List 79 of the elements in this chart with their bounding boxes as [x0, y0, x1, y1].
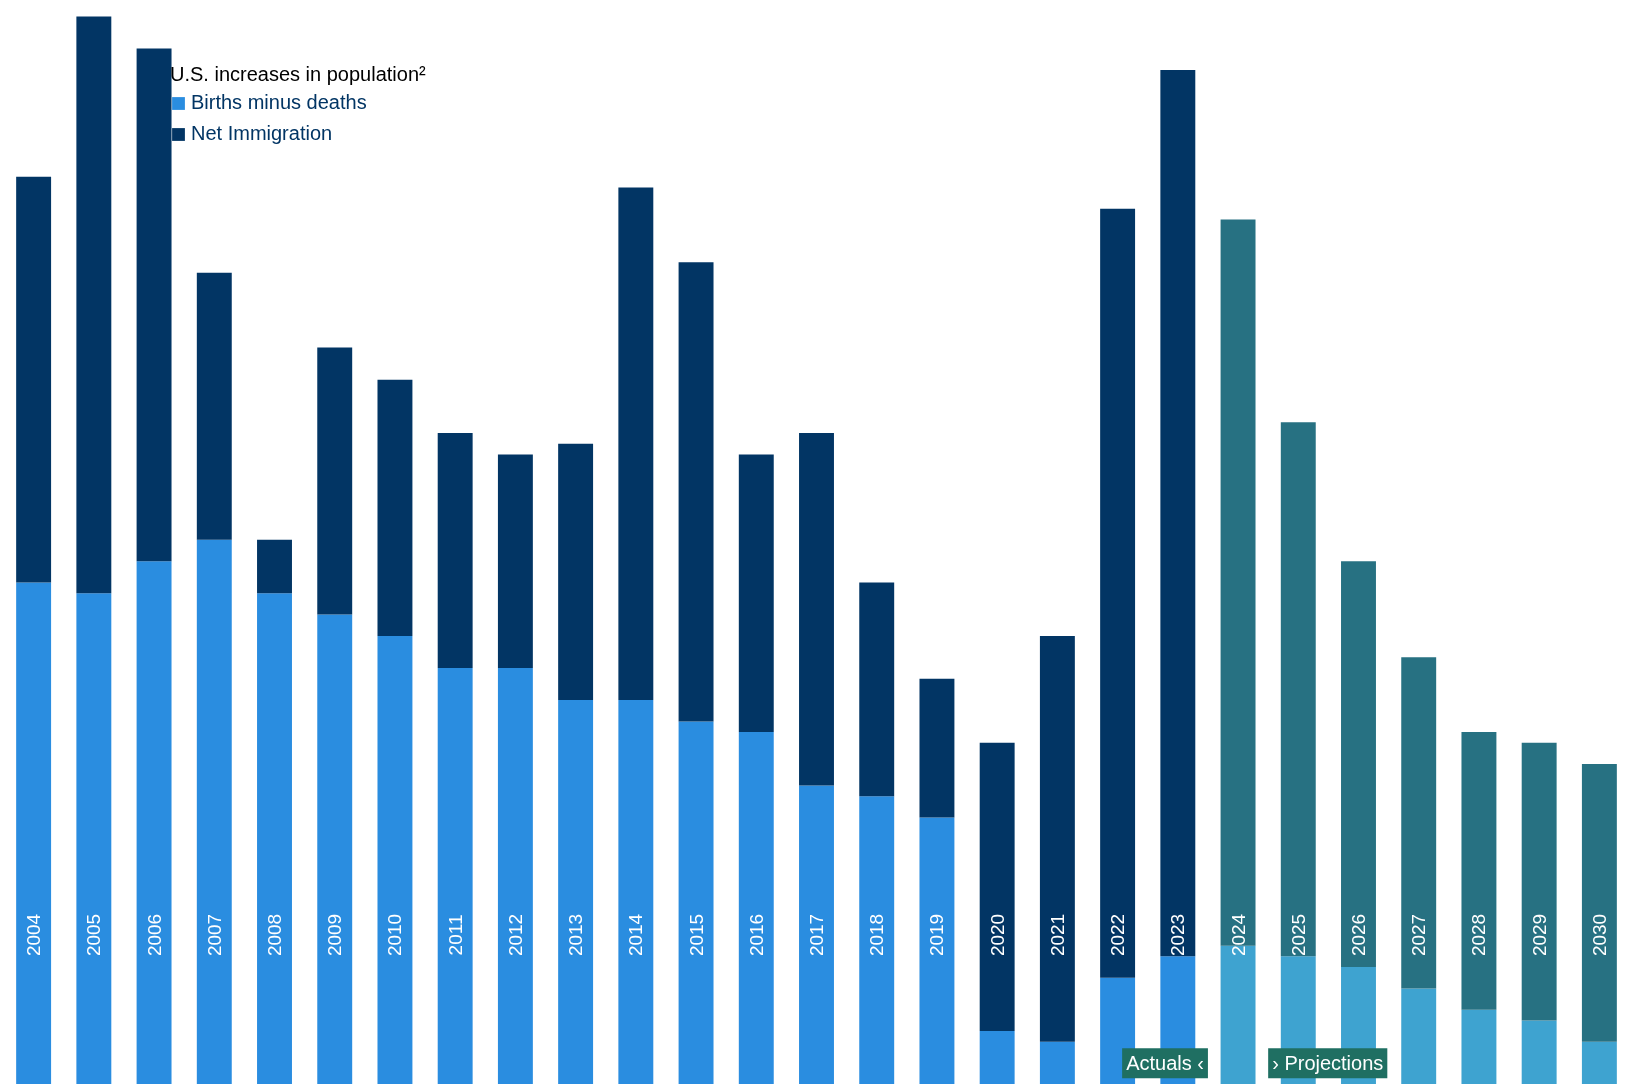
- bar: [497, 667, 533, 1084]
- bar: [1039, 1041, 1075, 1084]
- bar: [919, 678, 955, 818]
- x-tick-label: 2008: [264, 913, 286, 957]
- bar: [1401, 988, 1437, 1084]
- bar: [76, 593, 112, 1084]
- bar: [1581, 764, 1617, 1042]
- bar: [317, 614, 353, 1084]
- x-tick-label: 2029: [1528, 913, 1550, 957]
- x-tick-label: 2027: [1408, 913, 1430, 957]
- x-tick-label: 2024: [1227, 913, 1249, 957]
- bar: [738, 732, 774, 1084]
- bar: [1341, 561, 1376, 968]
- legend-label: Births minus deaths: [191, 91, 367, 114]
- bar: [618, 700, 654, 1084]
- x-tick-label: 2020: [986, 913, 1008, 957]
- bar: [437, 667, 473, 1084]
- x-tick-label: 2013: [565, 913, 587, 957]
- annotation: Actuals ‹: [1126, 1052, 1204, 1075]
- bar: [1521, 1020, 1557, 1084]
- x-tick-label: 2015: [685, 913, 707, 957]
- x-tick-label: 2016: [745, 913, 767, 957]
- x-tick-label: 2012: [504, 913, 526, 957]
- bar: [558, 700, 594, 1084]
- bar: [618, 187, 654, 701]
- x-tick-label: 2009: [324, 913, 346, 957]
- legend-label: Net Immigration: [191, 122, 333, 145]
- bar: [1521, 742, 1557, 1021]
- x-tick-label: 2011: [444, 914, 466, 956]
- x-tick-label: 2021: [1046, 913, 1068, 957]
- x-tick-label: 2022: [1107, 913, 1129, 957]
- bar: [196, 272, 232, 540]
- bar: [317, 347, 353, 615]
- bar: [437, 433, 473, 668]
- bar: [1100, 208, 1136, 978]
- x-tick-label: 2019: [926, 913, 948, 957]
- bar: [257, 593, 292, 1084]
- bar: [377, 635, 413, 1084]
- bar: [919, 817, 955, 1084]
- x-tick-label: 2010: [384, 913, 406, 957]
- bar: [16, 582, 52, 1084]
- legend-title: U.S. increases in population²: [170, 63, 426, 86]
- x-tick-label: 2007: [203, 913, 225, 957]
- bar: [979, 1031, 1015, 1084]
- x-tick-label: 2014: [625, 913, 647, 957]
- x-tick-label: 2005: [83, 913, 105, 957]
- bar: [257, 539, 292, 594]
- bar: [377, 379, 413, 636]
- bar: [799, 785, 834, 1084]
- bar: [497, 454, 533, 668]
- bar: [1039, 635, 1075, 1042]
- x-tick-label: 2017: [806, 913, 827, 957]
- bar: [799, 433, 834, 786]
- bar: [196, 539, 232, 1084]
- x-tick-label: 2025: [1287, 913, 1309, 957]
- x-tick-label: 2026: [1347, 913, 1369, 957]
- bar: [859, 582, 895, 797]
- x-tick-label: 2023: [1167, 913, 1189, 957]
- bar: [1160, 69, 1196, 957]
- bar: [859, 796, 895, 1084]
- annotation: › Projections: [1272, 1052, 1384, 1075]
- x-tick-label: 2006: [143, 913, 165, 957]
- bar: [678, 262, 714, 722]
- x-tick-label: 2030: [1588, 913, 1610, 957]
- bar: [678, 721, 714, 1084]
- x-tick-label: 2018: [866, 913, 888, 957]
- bar: [1461, 732, 1497, 1010]
- bar: [979, 742, 1015, 1032]
- bar: [1461, 1009, 1497, 1084]
- bar: [738, 454, 774, 733]
- bar: [76, 16, 112, 594]
- bar: [1401, 657, 1437, 989]
- bar: [136, 561, 172, 1084]
- x-tick-label: 2028: [1468, 913, 1490, 957]
- bar: [16, 176, 52, 583]
- bar: [1581, 1041, 1617, 1084]
- bar: [558, 443, 594, 701]
- x-tick-label: 2004: [23, 913, 45, 957]
- bar: [1280, 422, 1316, 957]
